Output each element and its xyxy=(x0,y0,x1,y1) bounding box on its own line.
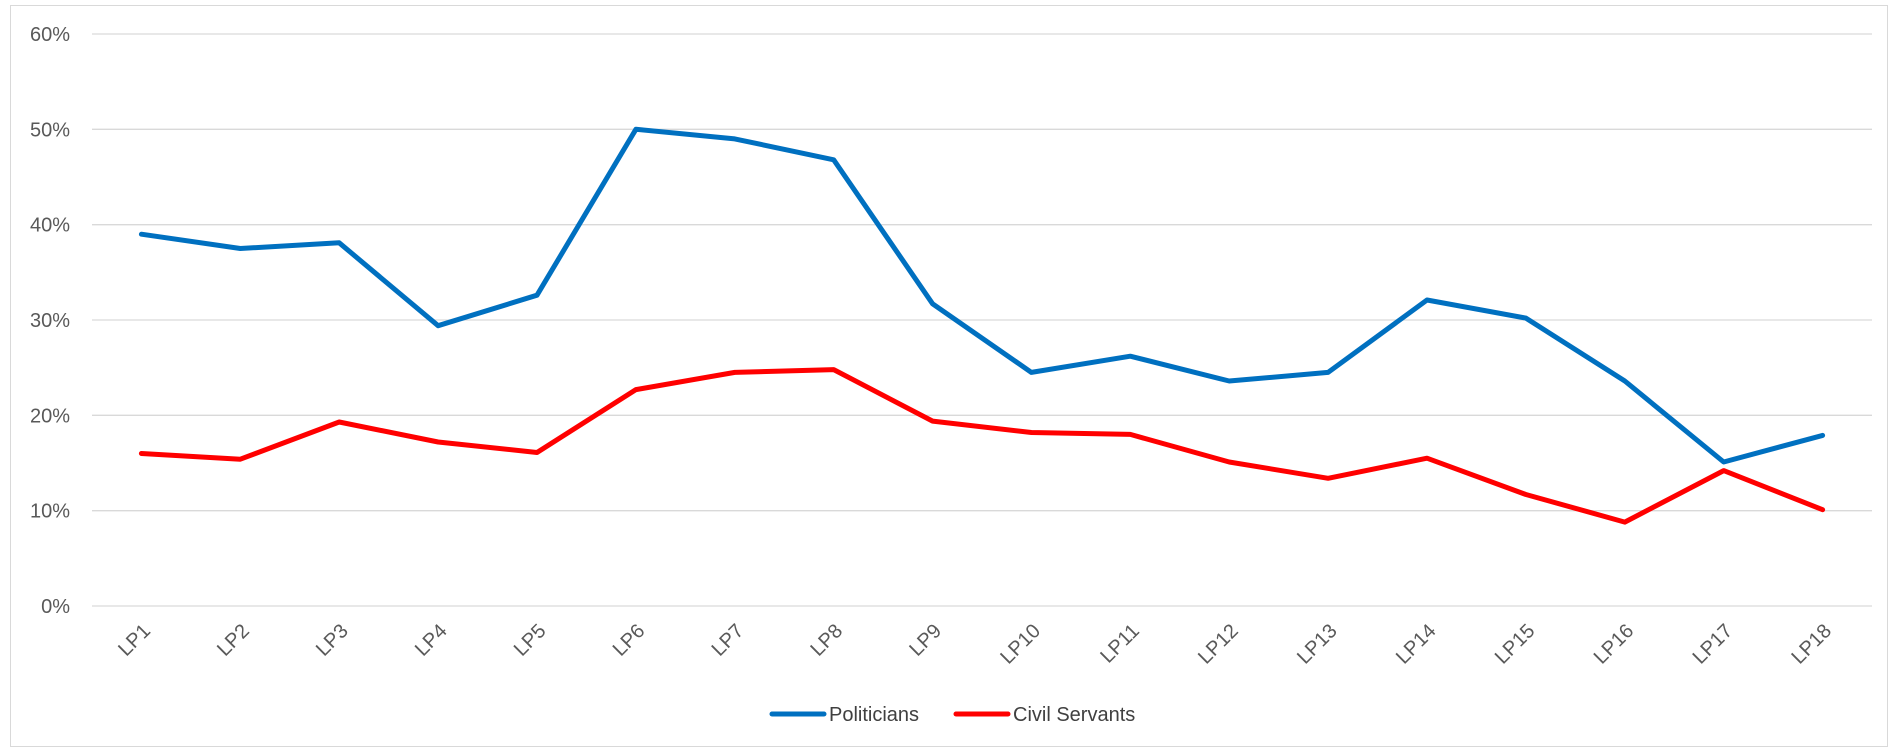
y-tick-label: 40% xyxy=(30,215,70,237)
x-tick-label: LP7 xyxy=(708,620,749,661)
x-tick-label: LP13 xyxy=(1293,620,1342,669)
legend-label: Civil Servants xyxy=(1013,704,1135,726)
y-tick-label: 0% xyxy=(41,596,70,618)
x-tick-label: LP4 xyxy=(411,620,452,661)
x-tick-label: LP16 xyxy=(1590,620,1639,669)
x-tick-label: LP8 xyxy=(806,620,847,661)
y-tick-label: 10% xyxy=(30,501,70,523)
y-tick-label: 50% xyxy=(30,119,70,141)
y-tick-label: 20% xyxy=(30,405,70,427)
x-tick-label: LP12 xyxy=(1194,620,1243,669)
x-axis-tick-labels: LP1 LP2 LP3 LP4 LP5 LP6 LP7 LP8 LP9 LP10 LP11 LP12 L… xyxy=(114,620,1836,669)
chart-frame xyxy=(10,5,1888,747)
x-tick-label: LP14 xyxy=(1392,620,1441,669)
x-tick-label: LP3 xyxy=(312,620,353,661)
gridlines xyxy=(92,33,1872,607)
x-tick-label: LP11 xyxy=(1096,620,1144,668)
y-axis-tick-labels: 0% 10% 20% 30% 40% 50% 60% xyxy=(30,24,70,618)
series-line-politicians xyxy=(138,126,1826,465)
x-tick-label: LP10 xyxy=(996,620,1045,669)
legend-label: Politicians xyxy=(829,704,919,726)
x-tick-label: LP9 xyxy=(905,620,946,661)
x-tick-label: LP1 xyxy=(114,620,155,661)
x-tick-label: LP17 xyxy=(1689,620,1738,669)
x-tick-label: LP5 xyxy=(510,620,551,661)
series-lines xyxy=(138,126,1826,525)
series-line-civil-servants xyxy=(138,367,1826,525)
legend: Politicians Civil Servants xyxy=(769,704,1135,726)
x-tick-label: LP6 xyxy=(609,620,650,661)
y-tick-label: 60% xyxy=(30,24,70,46)
x-tick-label: LP18 xyxy=(1787,620,1836,669)
x-tick-label: LP2 xyxy=(213,620,254,661)
x-tick-label: LP15 xyxy=(1491,620,1540,669)
y-tick-label: 30% xyxy=(30,310,70,332)
